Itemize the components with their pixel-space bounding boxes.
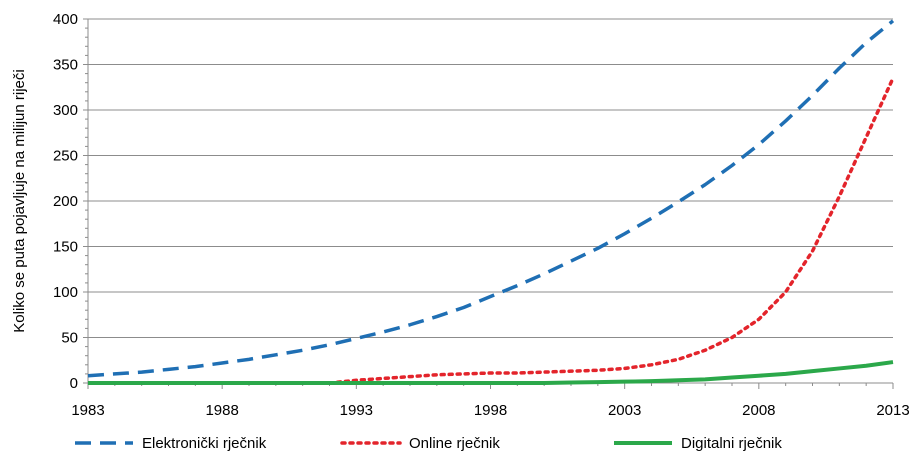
y-tick-label: 50 — [61, 330, 78, 347]
x-tick-label: 2013 — [876, 402, 909, 419]
series-line-1 — [87, 19, 895, 378]
y-tick-label: 200 — [53, 193, 78, 210]
series-line-3 — [88, 360, 894, 385]
legend-label-1: Elektronički rječnik — [142, 435, 267, 452]
legend-label-2: Online rječnik — [409, 435, 500, 452]
x-tick-label: 1998 — [474, 402, 507, 419]
y-tick-label: 150 — [53, 239, 78, 256]
x-tick-label: 1993 — [340, 402, 373, 419]
y-axis-label: Koliko se puta pojavljuje na milijun rij… — [11, 69, 28, 332]
y-tick-label: 300 — [53, 102, 78, 119]
y-tick-label: 0 — [70, 375, 78, 392]
series-line-2 — [327, 76, 895, 385]
x-tick-label: 1988 — [205, 402, 238, 419]
x-tick-label: 2003 — [608, 402, 641, 419]
legend: Elektronički rječnik Online rječnik Digita… — [75, 435, 782, 452]
series-lines — [87, 19, 895, 385]
x-axis-ticks: 1983 1988 1993 1998 2003 2008 2013 — [71, 383, 910, 419]
y-axis-ticks: 0 50 100 150 200 250 300 350 400 — [53, 11, 88, 392]
y-tick-label: 400 — [53, 11, 78, 28]
gridlines — [88, 18, 893, 338]
y-tick-label: 100 — [53, 284, 78, 301]
x-tick-label: 2008 — [742, 402, 775, 419]
x-tick-label: 1983 — [71, 402, 104, 419]
y-tick-label: 250 — [53, 148, 78, 165]
legend-label-3: Digitalni rječnik — [681, 435, 782, 452]
y-tick-label: 350 — [53, 57, 78, 74]
